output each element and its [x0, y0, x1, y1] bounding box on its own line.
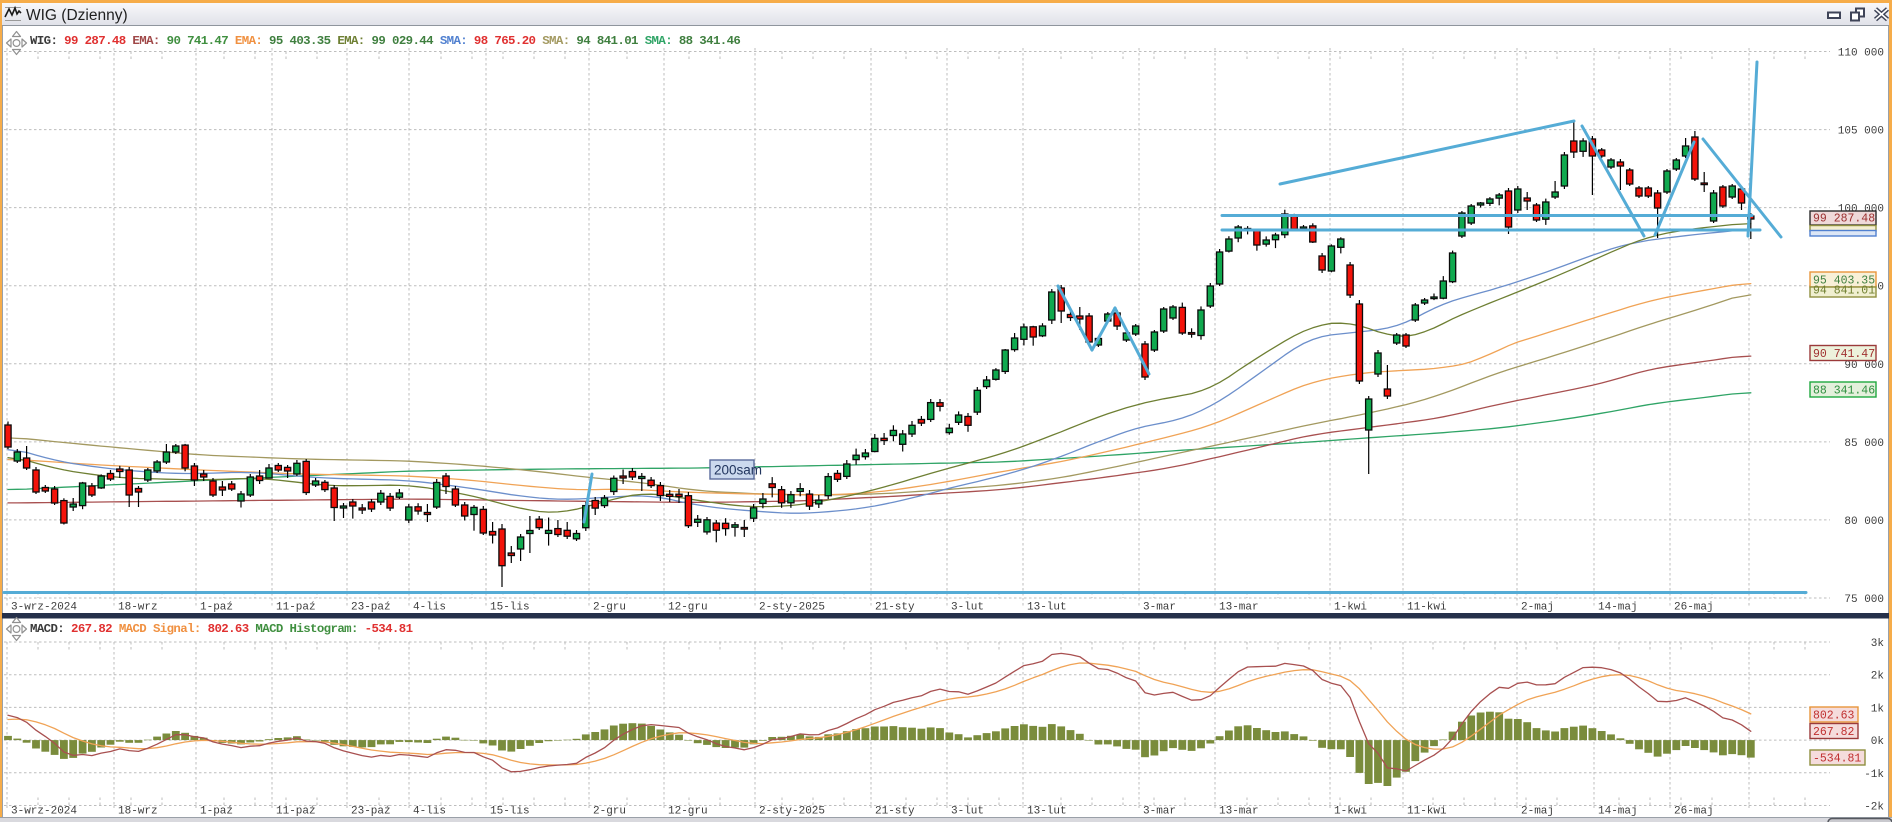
svg-text:-2k: -2k: [1864, 802, 1884, 814]
svg-text:1k: 1k: [1871, 703, 1885, 715]
svg-text:26-maj: 26-maj: [1674, 806, 1714, 818]
svg-text:SMA:: SMA:: [638, 34, 672, 48]
svg-text:21-sty: 21-sty: [875, 806, 915, 818]
svg-text:1-paź: 1-paź: [200, 602, 233, 614]
svg-text:94 841.01: 94 841.01: [570, 34, 638, 48]
svg-text:90 741.47: 90 741.47: [160, 34, 228, 48]
svg-text:WIG (Dzienny): WIG (Dzienny): [26, 7, 128, 24]
svg-text:3-lut: 3-lut: [951, 602, 984, 614]
svg-text:105 000: 105 000: [1838, 126, 1884, 138]
svg-text:95 403.35: 95 403.35: [262, 34, 330, 48]
svg-text:11-kwi: 11-kwi: [1407, 602, 1447, 614]
svg-text:1-paź: 1-paź: [200, 806, 233, 818]
svg-text:14-maj: 14-maj: [1598, 602, 1638, 614]
svg-text:3-mar: 3-mar: [1143, 602, 1176, 614]
svg-text:MACD Histogram:: MACD Histogram:: [249, 622, 358, 636]
svg-text:4-lis: 4-lis: [413, 602, 446, 614]
svg-text:802.63: 802.63: [1813, 710, 1855, 723]
svg-text:26-maj: 26-maj: [1674, 602, 1714, 614]
svg-text:3-wrz-2024: 3-wrz-2024: [11, 602, 77, 614]
svg-text:3-lut: 3-lut: [951, 806, 984, 818]
svg-text:EMA:: EMA:: [126, 34, 160, 48]
svg-text:2-sty-2025: 2-sty-2025: [759, 806, 825, 818]
svg-text:90 000: 90 000: [1844, 360, 1884, 372]
svg-text:1-kwi: 1-kwi: [1334, 602, 1367, 614]
svg-text:75 000: 75 000: [1844, 594, 1884, 606]
svg-text:SMA:: SMA:: [433, 34, 467, 48]
svg-text:MACD:: MACD:: [30, 622, 64, 636]
svg-text:WIG:: WIG:: [30, 34, 57, 48]
svg-text:1-kwi: 1-kwi: [1334, 806, 1367, 818]
svg-text:2-maj: 2-maj: [1521, 806, 1554, 818]
svg-text:110 000: 110 000: [1838, 48, 1884, 60]
svg-text:2-gru: 2-gru: [593, 806, 626, 818]
svg-text:-1k: -1k: [1864, 769, 1884, 781]
svg-text:94 841.01: 94 841.01: [1813, 285, 1875, 298]
svg-text:88 341.46: 88 341.46: [1813, 385, 1875, 398]
svg-text:18-wrz: 18-wrz: [118, 602, 158, 614]
svg-text:2-sty-2025: 2-sty-2025: [759, 602, 825, 614]
svg-text:23-paź: 23-paź: [351, 602, 391, 614]
svg-text:EMA:: EMA:: [331, 34, 365, 48]
svg-text:11-kwi: 11-kwi: [1407, 806, 1447, 818]
svg-text:13-mar: 13-mar: [1219, 806, 1259, 818]
svg-text:3k: 3k: [1871, 638, 1885, 650]
svg-text:2-gru: 2-gru: [593, 602, 626, 614]
svg-text:85 000: 85 000: [1844, 438, 1884, 450]
svg-text:3-mar: 3-mar: [1143, 806, 1176, 818]
svg-text:12-gru: 12-gru: [668, 806, 708, 818]
svg-text:11-paź: 11-paź: [276, 602, 316, 614]
svg-text:14-maj: 14-maj: [1598, 806, 1638, 818]
svg-text:13-lut: 13-lut: [1027, 602, 1067, 614]
svg-text:13-mar: 13-mar: [1219, 602, 1259, 614]
svg-text:88 341.46: 88 341.46: [672, 34, 740, 48]
svg-text:802.63: 802.63: [201, 622, 249, 636]
svg-text:2k: 2k: [1871, 671, 1885, 683]
svg-text:99 029.44: 99 029.44: [365, 34, 434, 48]
svg-text:15-lis: 15-lis: [490, 806, 530, 818]
svg-text:95 403.35: 95 403.35: [1813, 275, 1875, 288]
svg-text:2-maj: 2-maj: [1521, 602, 1554, 614]
svg-text:11-paź: 11-paź: [276, 806, 316, 818]
svg-text:3-wrz-2024: 3-wrz-2024: [11, 806, 77, 818]
svg-text:0k: 0k: [1871, 736, 1885, 748]
svg-text:21-sty: 21-sty: [875, 602, 915, 614]
svg-text:200sam: 200sam: [714, 463, 762, 478]
svg-text:80 000: 80 000: [1844, 516, 1884, 528]
svg-text:-534.81: -534.81: [1813, 753, 1861, 766]
svg-text:-534.81: -534.81: [358, 622, 413, 636]
svg-text:267.82: 267.82: [64, 622, 112, 636]
svg-text:99 287.48: 99 287.48: [57, 34, 125, 48]
svg-text:MACD Signal:: MACD Signal:: [112, 622, 201, 636]
svg-text:4-lis: 4-lis: [413, 806, 446, 818]
svg-text:98 765.20: 98 765.20: [467, 34, 535, 48]
svg-text:267.82: 267.82: [1813, 726, 1855, 739]
svg-text:EMA:: EMA:: [228, 34, 262, 48]
svg-text:SMA:: SMA:: [535, 34, 569, 48]
svg-text:99 287.48: 99 287.48: [1813, 213, 1875, 226]
svg-text:90 741.47: 90 741.47: [1813, 348, 1875, 361]
svg-text:12-gru: 12-gru: [668, 602, 708, 614]
svg-text:15-lis: 15-lis: [490, 602, 530, 614]
svg-text:23-paź: 23-paź: [351, 806, 391, 818]
svg-text:13-lut: 13-lut: [1027, 806, 1067, 818]
svg-text:18-wrz: 18-wrz: [118, 806, 158, 818]
